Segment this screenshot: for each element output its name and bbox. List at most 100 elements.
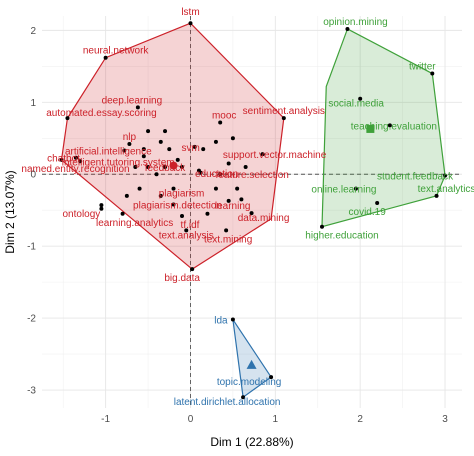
point-label: topic.modeling: [217, 377, 281, 388]
point-label: automated.essay.scoring: [46, 108, 156, 119]
axis-ticks: -1 0 1 2 3 -3 -2 -1 0 1 2: [27, 26, 448, 425]
point-unlabeled: [158, 193, 163, 198]
point-unlabeled: [196, 168, 201, 173]
reference-lines: [42, 16, 462, 408]
point-support.vector.machine: [260, 152, 265, 157]
point-label: nlp: [123, 132, 137, 143]
point-unlabeled: [175, 157, 180, 162]
point-unlabeled: [167, 147, 172, 152]
point-unlabeled: [137, 186, 142, 191]
point-label: teaching.evaluation: [351, 121, 437, 132]
point-label: lda: [214, 316, 228, 327]
point-label: student.feedback: [377, 172, 454, 183]
point-unlabeled: [141, 154, 146, 159]
cluster1-hull: [60, 22, 285, 270]
point-mooc: [218, 120, 223, 125]
point-label: text.analysis: [159, 230, 214, 241]
x-tick-label: 3: [442, 414, 448, 425]
point-automated.essay.scoring: [65, 116, 70, 121]
point-label: svm: [182, 143, 200, 154]
point-neural.network: [103, 55, 108, 60]
point-intelligent.tutoring.system: [78, 159, 83, 164]
point-labels: lstm neural.network deep.learning automated…: [21, 7, 474, 408]
point-plagiarism.detection: [171, 202, 176, 207]
point-label: education: [195, 169, 238, 180]
point-label: named.entity.recognition: [21, 164, 129, 175]
point-label: mooc: [212, 110, 236, 121]
y-tick-label: 1: [30, 98, 36, 109]
point-svm: [192, 144, 197, 149]
point-label: latent.dirichlet.allocation: [174, 397, 281, 408]
point-nlp: [127, 142, 132, 147]
x-tick-label: 2: [357, 414, 363, 425]
point-learning: [226, 198, 231, 203]
cluster-hulls: [60, 22, 446, 399]
cluster3-hull: [232, 319, 272, 399]
point-topic.modeling: [269, 375, 274, 380]
y-tick-label: -1: [27, 242, 36, 253]
y-tick-label: -2: [27, 314, 36, 325]
point-lda: [230, 317, 235, 322]
point-chatbot: [73, 155, 78, 160]
point-unlabeled: [158, 139, 163, 144]
point-label: feature.selection: [215, 170, 288, 181]
y-tick-label: -3: [27, 386, 36, 397]
point-ontology: [99, 203, 104, 208]
point-unlabeled: [213, 186, 218, 191]
point-label: online.learning: [311, 185, 376, 196]
point-unlabeled: [146, 129, 151, 134]
point-teaching.evaluation: [387, 123, 392, 128]
point-unlabeled: [226, 161, 231, 166]
point-latent.dirichlet.allocation: [241, 395, 246, 400]
point-unlabeled: [230, 136, 235, 141]
point-label: artificial.intelligence: [65, 147, 152, 158]
point-label: learning: [215, 201, 251, 212]
point-unlabeled: [124, 193, 129, 198]
point-label: covid.19: [349, 207, 387, 218]
point-label: twitter: [409, 62, 436, 73]
point-unlabeled: [180, 165, 184, 170]
point-lstm: [188, 21, 193, 26]
x-tick-label: -1: [101, 414, 110, 425]
point-label: sentiment.analysis: [243, 106, 325, 117]
point-feedback: [163, 165, 168, 170]
point-label: tf.idf: [181, 220, 200, 231]
point-unlabeled: [205, 211, 210, 216]
cluster1-centroid: [169, 161, 178, 170]
point-opinion.mining: [345, 26, 350, 31]
point-label: intelligent.tutoring.system: [62, 157, 175, 168]
point-text.analysis: [184, 228, 189, 233]
point-big.data: [190, 267, 195, 272]
point-label: higher.education: [305, 231, 378, 242]
cluster-centroids: [169, 124, 375, 369]
point-named.entity.recognition: [59, 157, 64, 162]
point-label: deep.learning: [102, 95, 163, 106]
point-label: opinion.mining: [323, 17, 388, 28]
y-axis-title: Dim 2 (13.07%): [3, 170, 17, 253]
x-axis-title: Dim 1 (22.88%): [210, 435, 293, 449]
point-label: feedback: [145, 163, 187, 174]
point-text.analytics: [434, 193, 439, 198]
cluster2-centroid: [366, 124, 375, 133]
point-unlabeled: [243, 165, 248, 170]
x-tick-label: 0: [188, 414, 194, 425]
point-unlabeled: [146, 165, 151, 170]
point-learning.analytics: [120, 211, 125, 216]
y-tick-label: 0: [30, 170, 36, 181]
y-tick-label: 2: [30, 26, 36, 37]
point-student.feedback: [443, 173, 448, 178]
point-plagiarism: [171, 186, 176, 191]
point-label: text.mining: [204, 234, 252, 245]
point-unlabeled: [99, 206, 104, 211]
point-sentiment.analysis: [281, 116, 286, 121]
point-unlabeled: [239, 197, 244, 202]
point-label: ontology: [62, 209, 100, 220]
point-data.mining: [249, 211, 254, 216]
point-unlabeled: [133, 165, 138, 170]
point-twitter: [430, 71, 435, 76]
point-label: text.analytics: [418, 184, 474, 195]
point-unlabeled: [235, 186, 240, 191]
data-points: [59, 21, 448, 400]
